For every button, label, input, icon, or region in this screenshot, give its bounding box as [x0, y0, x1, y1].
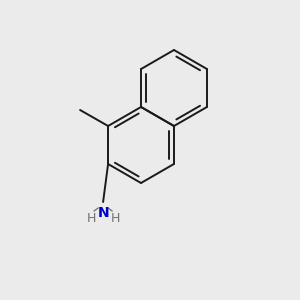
Text: H: H: [86, 212, 96, 225]
Text: H: H: [110, 212, 120, 225]
Text: N: N: [97, 206, 109, 220]
